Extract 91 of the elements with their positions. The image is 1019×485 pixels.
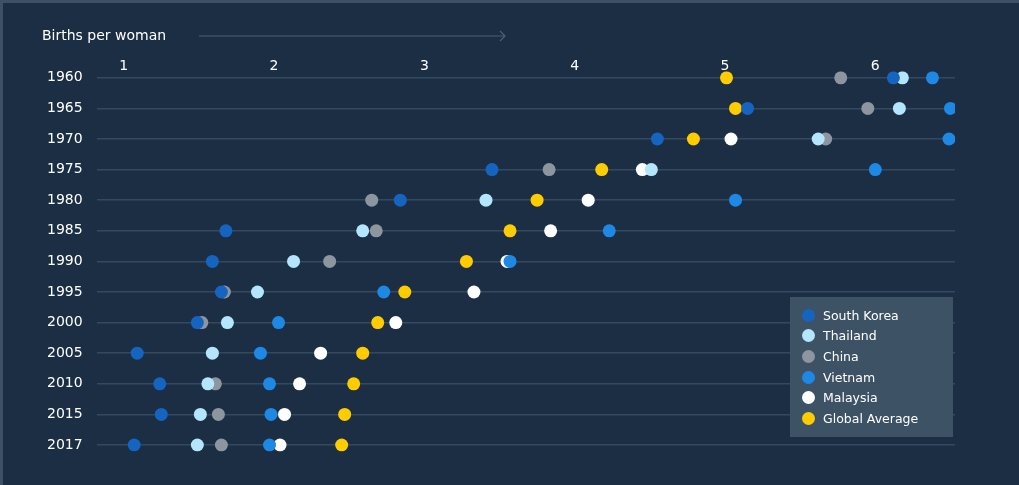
point: [338, 407, 352, 421]
x-tick-label: 3: [419, 57, 429, 74]
y-tick-label: 2005: [46, 343, 83, 360]
legend-label: Vietnam: [823, 369, 876, 385]
point: [544, 224, 558, 238]
point: [264, 407, 278, 421]
point: [153, 377, 167, 391]
point: [371, 316, 385, 330]
point: [724, 132, 738, 146]
point: [211, 407, 225, 421]
y-tick-label: 1960: [46, 68, 83, 85]
point: [886, 71, 900, 85]
point: [278, 407, 292, 421]
point: [595, 163, 609, 177]
point: [263, 438, 277, 452]
point: [190, 438, 204, 452]
point: [323, 254, 337, 268]
y-tick-label: 2015: [46, 405, 83, 422]
x-tick-label: 5: [720, 57, 730, 74]
point: [650, 132, 664, 146]
point: [377, 285, 391, 299]
y-tick-label: 1985: [46, 221, 83, 238]
point: [347, 377, 361, 391]
y-tick-label: 1965: [46, 99, 83, 116]
point: [201, 377, 215, 391]
point: [293, 377, 307, 391]
point: [214, 438, 228, 452]
legend-label: Thailand: [823, 328, 877, 344]
x-tick-label: 1: [119, 57, 129, 74]
point: [253, 346, 267, 360]
point: [190, 316, 204, 330]
point: [485, 163, 499, 177]
point: [729, 101, 743, 115]
point: [130, 346, 144, 360]
x-tick-label: 2: [269, 57, 279, 74]
point: [868, 163, 882, 177]
x-tick-label: 4: [570, 57, 580, 74]
y-tick-label: 2000: [46, 313, 83, 330]
x-axis-title: Births per woman: [42, 27, 167, 43]
y-tick-label: 1995: [46, 282, 83, 299]
point: [686, 132, 700, 146]
point: [729, 193, 743, 207]
y-tick-label: 1980: [46, 190, 83, 207]
legend-label: South Korea: [823, 307, 899, 323]
point: [602, 224, 616, 238]
point: [393, 193, 407, 207]
point: [389, 316, 403, 330]
point: [287, 254, 301, 268]
point: [335, 438, 349, 452]
point: [479, 193, 493, 207]
point: [530, 193, 544, 207]
point: [205, 346, 219, 360]
point: [263, 377, 277, 391]
point: [272, 316, 286, 330]
point: [834, 71, 848, 85]
point: [369, 224, 383, 238]
point: [459, 254, 473, 268]
y-tick-label: 2010: [46, 374, 83, 391]
point: [503, 224, 517, 238]
legend-label: China: [823, 348, 859, 364]
point: [720, 71, 733, 85]
point: [398, 285, 412, 299]
legend-label: Global Average: [823, 410, 919, 426]
point: [219, 224, 233, 238]
point: [193, 407, 207, 421]
point: [811, 132, 825, 146]
y-tick-label: 2017: [46, 435, 83, 452]
point: [581, 193, 595, 207]
point: [314, 346, 328, 360]
point: [542, 163, 556, 177]
point: [127, 438, 141, 452]
y-tick-label: 1970: [46, 129, 83, 146]
point: [925, 71, 939, 85]
point: [942, 132, 955, 146]
point: [154, 407, 168, 421]
point: [467, 285, 481, 299]
point: [943, 101, 955, 115]
point: [356, 224, 370, 238]
y-tick-label: 1975: [46, 160, 83, 177]
point: [365, 193, 379, 207]
point: [220, 316, 234, 330]
point: [205, 254, 219, 268]
point: [644, 163, 658, 177]
point: [356, 346, 370, 360]
y-tick-label: 1990: [46, 252, 83, 269]
point: [250, 285, 264, 299]
point: [861, 101, 875, 115]
point: [892, 101, 906, 115]
point: [741, 101, 755, 115]
legend-label: Malaysia: [823, 390, 878, 406]
x-tick-label: 6: [870, 57, 880, 74]
